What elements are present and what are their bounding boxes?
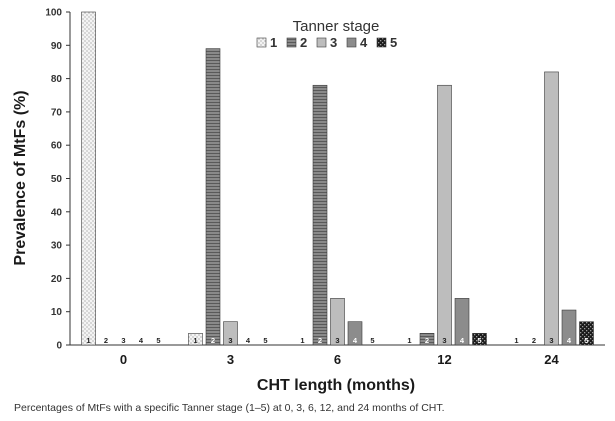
- legend-swatch: [376, 37, 387, 48]
- bar-stage-label: 5: [156, 336, 160, 345]
- legend-swatch: [286, 37, 297, 48]
- y-tick-label: 0: [56, 341, 62, 352]
- x-tick-label: 24: [544, 352, 559, 367]
- legend-title: Tanner stage: [293, 18, 380, 35]
- bar-stage-label: 4: [353, 336, 358, 345]
- bar-stage-3-month-12: [437, 84, 452, 346]
- bar-stage-label: 5: [370, 336, 374, 345]
- bar-stage-1-month-0: [81, 11, 96, 346]
- bar-stage-3-month-24: [544, 71, 559, 346]
- y-axis-label: Prevalence of MtFs (%): [12, 90, 29, 265]
- x-tick-label: 0: [120, 352, 127, 367]
- bar-stage-5-month-24: [579, 321, 594, 346]
- bar-stage-label: 1: [407, 336, 411, 345]
- bar-stage-label: 5: [263, 336, 267, 345]
- bar-stage-label: 3: [228, 336, 232, 345]
- bar-stage-label: 1: [193, 336, 197, 345]
- bar-stage-2-month-12: [419, 333, 435, 346]
- bar-stage-label: 1: [300, 336, 304, 345]
- bar-stage-label: 1: [86, 336, 90, 345]
- y-tick-label: 60: [51, 141, 63, 152]
- legend-entry-label: 2: [300, 35, 307, 50]
- bar-stage-2-month-6: [312, 84, 328, 346]
- y-tick-label: 70: [51, 107, 63, 118]
- y-tick-label: 30: [51, 241, 63, 252]
- legend-swatch: [316, 37, 327, 48]
- legend-entry-label: 1: [270, 35, 277, 50]
- bar-stage-label: 2: [425, 336, 429, 345]
- bar-stage-3-month-3: [223, 321, 238, 346]
- legend-swatch: [346, 37, 357, 48]
- x-tick-label: 12: [437, 352, 451, 367]
- legend-entry-label: 4: [360, 35, 368, 50]
- bar-stage-label: 4: [460, 336, 465, 345]
- bar-stage-label: 2: [211, 336, 215, 345]
- bar-stage-label: 2: [532, 336, 536, 345]
- bar-stage-label: 4: [246, 336, 251, 345]
- bar-stage-label: 3: [442, 336, 446, 345]
- bar-stage-label: 4: [139, 336, 144, 345]
- bar-stage-label: 2: [104, 336, 108, 345]
- bar-stage-1-month-3: [188, 333, 203, 346]
- y-tick-label: 80: [51, 74, 63, 85]
- bar-stage-label: 5: [477, 336, 481, 345]
- legend-swatch: [256, 37, 267, 48]
- bar-stage-2-month-3: [205, 48, 221, 346]
- legend-entry-label: 3: [330, 35, 337, 50]
- y-tick-label: 10: [51, 307, 63, 318]
- bar-stage-3-month-6: [330, 298, 345, 346]
- y-tick-label: 100: [45, 8, 62, 19]
- y-tick-label: 50: [51, 174, 63, 185]
- x-tick-label: 3: [227, 352, 234, 367]
- y-tick-label: 40: [51, 207, 63, 218]
- y-tick-label: 20: [51, 274, 63, 285]
- bar-stage-label: 3: [549, 336, 553, 345]
- bar-stage-label: 3: [335, 336, 339, 345]
- y-tick-label: 90: [51, 41, 63, 52]
- bar-stage-4-month-24: [561, 309, 577, 346]
- bar-stage-label: 5: [584, 336, 588, 345]
- bar-stage-label: 3: [121, 336, 125, 345]
- legend-entry-label: 5: [390, 35, 397, 50]
- bar-stage-5-month-12: [472, 333, 487, 346]
- bar-stage-label: 2: [318, 336, 322, 345]
- figure-caption: Percentages of MtFs with a specific Tann…: [14, 402, 445, 414]
- x-axis-label: CHT length (months): [257, 377, 415, 394]
- bar-stage-4-month-12: [454, 298, 470, 346]
- bar-stage-4-month-6: [347, 321, 363, 346]
- bar-stage-label: 4: [567, 336, 572, 345]
- bar-stage-label: 1: [514, 336, 518, 345]
- x-tick-label: 6: [334, 352, 341, 367]
